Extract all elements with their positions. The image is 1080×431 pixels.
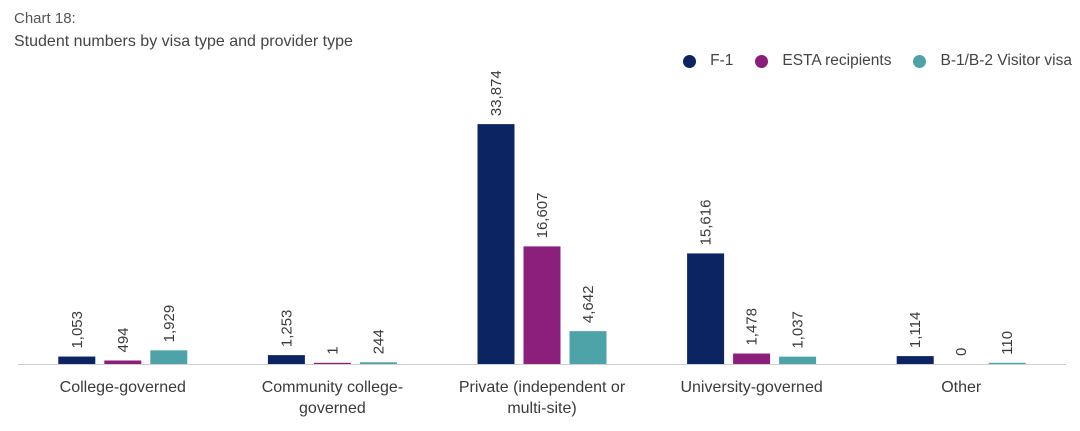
category-label-3: University-governed (680, 379, 822, 396)
data-label-f-1-3: 15,616 (698, 200, 715, 246)
bar-b-1-b-2-visitor-visa-3 (779, 356, 817, 364)
bar-esta-recipients-3 (733, 353, 771, 364)
category-label-2: Private (independent or (459, 379, 626, 396)
legend-label-esta: ESTA recipients (782, 52, 892, 69)
chart-title: Student numbers by visa type and provide… (14, 33, 353, 50)
data-label-f-1-2: 33,874 (488, 70, 505, 116)
bar-b-1-b-2-visitor-visa-4 (988, 362, 1026, 364)
chart-legend: F-1 ESTA recipients B-1/B-2 Visitor visa (661, 52, 1072, 70)
data-label-esta-recipients-4: 0 (953, 348, 970, 356)
data-label-f-1-4: 1,114 (907, 312, 924, 348)
data-label-esta-recipients-3: 1,478 (744, 308, 761, 346)
bar-f-1-1 (267, 355, 305, 364)
data-label-b-1-b-2-visitor-visa-4: 110 (999, 331, 1016, 355)
category-label-1: Community college- (262, 379, 403, 396)
bar-f-1-0 (58, 356, 96, 364)
chart-number-label: Chart 18: (14, 10, 76, 27)
data-label-esta-recipients-0: 494 (115, 327, 132, 352)
legend-item-f1: F-1 (683, 52, 733, 70)
legend-swatch-f1 (683, 54, 697, 68)
bar-b-1-b-2-visitor-visa-0 (150, 350, 188, 364)
bar-esta-recipients-1 (313, 362, 351, 364)
data-label-b-1-b-2-visitor-visa-0: 1,929 (161, 305, 178, 343)
category-label-1-line2: governed (299, 400, 366, 417)
bar-b-1-b-2-visitor-visa-2 (569, 331, 607, 364)
data-label-esta-recipients-2: 16,607 (534, 193, 551, 239)
bar-f-1-2 (477, 124, 515, 364)
legend-label-b1b2: B-1/B-2 Visitor visa (940, 52, 1072, 69)
legend-swatch-esta (755, 54, 769, 68)
category-label-0: College-governed (60, 379, 186, 396)
category-label-2-line2: multi-site) (507, 400, 576, 417)
legend-item-esta: ESTA recipients (755, 52, 891, 70)
data-label-b-1-b-2-visitor-visa-3: 1,037 (790, 311, 807, 349)
bar-esta-recipients-2 (523, 246, 561, 364)
legend-label-f1: F-1 (710, 52, 734, 69)
legend-item-b1b2: B-1/B-2 Visitor visa (913, 52, 1072, 70)
data-label-f-1-1: 1,253 (278, 310, 295, 348)
bar-b-1-b-2-visitor-visa-1 (359, 362, 397, 364)
data-label-esta-recipients-1: 1 (324, 346, 341, 354)
category-label-4: Other (941, 379, 982, 396)
bar-esta-recipients-0 (104, 360, 142, 364)
title-block: Chart 18: Student numbers by visa type a… (14, 8, 353, 54)
bar-f-1-3 (687, 253, 725, 364)
bar-f-1-4 (896, 356, 934, 364)
data-label-b-1-b-2-visitor-visa-2: 4,642 (580, 286, 597, 324)
legend-swatch-b1b2 (913, 54, 927, 68)
data-label-b-1-b-2-visitor-visa-1: 244 (370, 329, 387, 354)
data-label-f-1-0: 1,053 (69, 311, 86, 349)
